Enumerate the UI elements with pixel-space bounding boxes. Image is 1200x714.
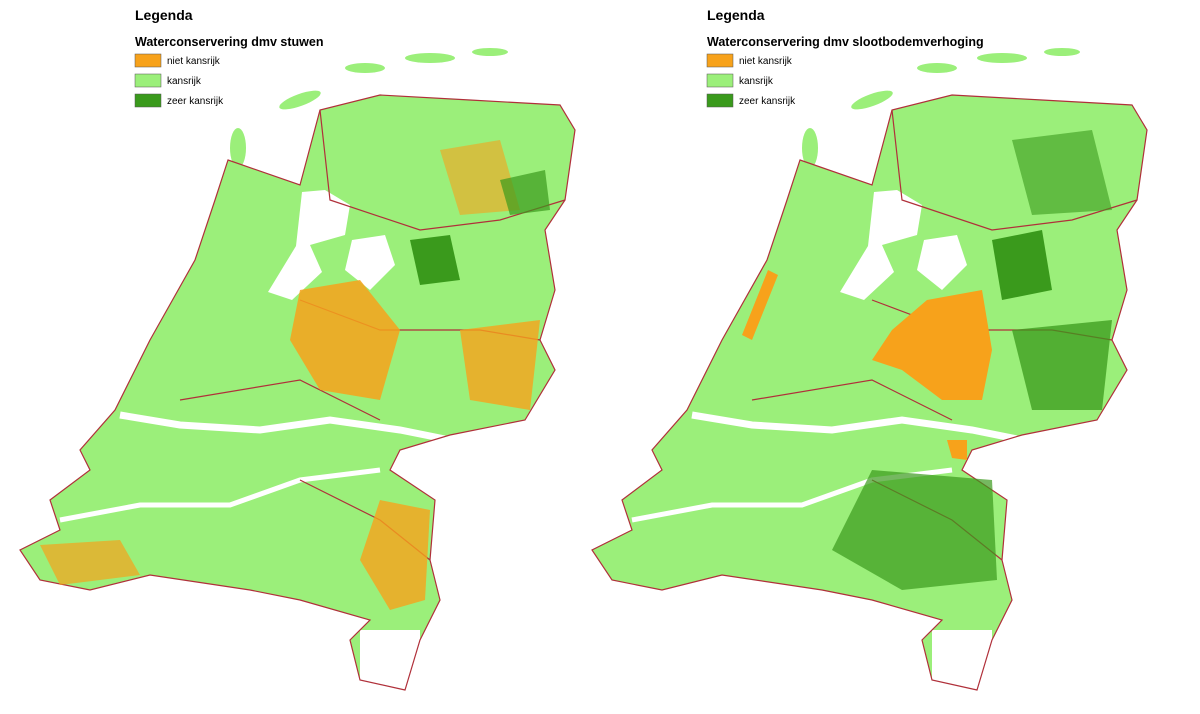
legend-label: niet kansrijk (739, 56, 793, 67)
legend-subtitle: Waterconservering dmv stuwen (135, 35, 323, 49)
legend: Legenda Waterconservering dmv slootbodemv… (706, 7, 984, 108)
legend-swatch (134, 73, 162, 88)
legend-label: niet kansrijk (167, 56, 221, 67)
patches (742, 130, 1112, 590)
legend-title: Legenda (135, 7, 193, 23)
legend-label: kansrijk (739, 76, 774, 87)
legend-label: kansrijk (167, 76, 202, 87)
legend-title: Legenda (707, 7, 765, 23)
legend-swatch (706, 93, 734, 108)
legend-label: zeer kansrijk (167, 96, 224, 107)
legend-swatch (134, 93, 162, 108)
legend-swatch (134, 53, 162, 68)
legend-label: zeer kansrijk (739, 96, 796, 107)
legend: Legenda Waterconservering dmv stuwen niet … (134, 7, 323, 108)
map-left (20, 48, 575, 690)
legend-swatch (706, 73, 734, 88)
legend-subtitle: Waterconservering dmv slootbodemverhogin… (707, 35, 984, 49)
legend-swatch (706, 53, 734, 68)
patches (40, 140, 550, 610)
map-right (592, 48, 1147, 690)
